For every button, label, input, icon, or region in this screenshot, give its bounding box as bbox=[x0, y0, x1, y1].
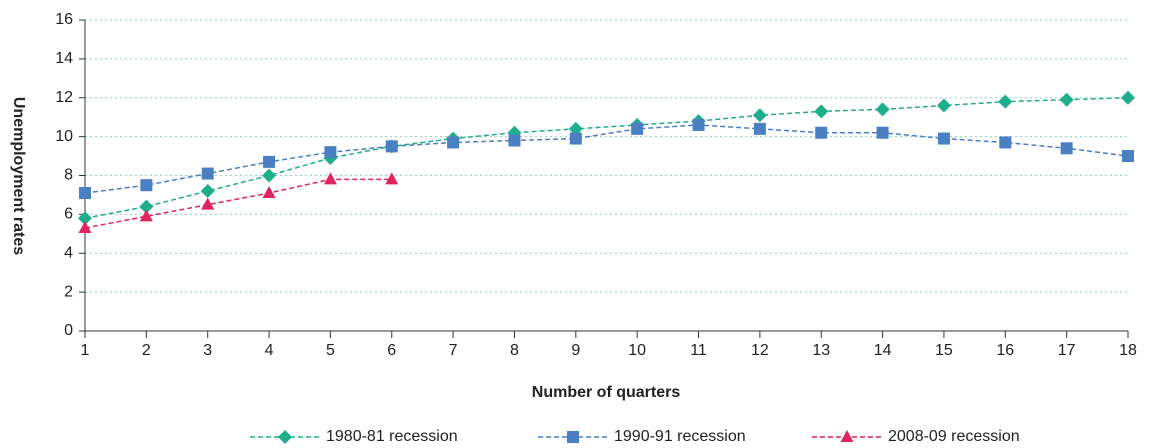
marker bbox=[814, 104, 829, 119]
x-tick-label: 6 bbox=[387, 342, 396, 359]
marker bbox=[78, 211, 92, 226]
x-tick-label: 4 bbox=[265, 342, 274, 359]
marker bbox=[936, 98, 951, 113]
marker bbox=[508, 134, 521, 147]
marker bbox=[447, 136, 460, 149]
y-tick-label: 10 bbox=[55, 128, 73, 145]
marker bbox=[569, 132, 582, 145]
marker bbox=[692, 118, 705, 131]
marker bbox=[1121, 90, 1135, 105]
legend-marker bbox=[567, 431, 579, 443]
y-tick-label: 2 bbox=[64, 283, 73, 300]
legend-label: 1980-81 recession bbox=[326, 428, 458, 445]
marker bbox=[324, 146, 337, 159]
marker bbox=[815, 126, 828, 139]
x-tick-label: 15 bbox=[935, 342, 953, 359]
y-tick-label: 0 bbox=[64, 322, 73, 339]
marker bbox=[752, 108, 767, 123]
marker bbox=[139, 209, 153, 222]
x-tick-label: 17 bbox=[1058, 342, 1076, 359]
marker bbox=[999, 136, 1012, 149]
marker bbox=[79, 186, 91, 199]
y-tick-label: 8 bbox=[64, 167, 73, 184]
x-tick-label: 2 bbox=[142, 342, 151, 359]
marker bbox=[568, 121, 583, 136]
marker bbox=[262, 168, 277, 183]
marker bbox=[937, 132, 950, 145]
marker bbox=[201, 167, 214, 180]
x-tick-label: 10 bbox=[628, 342, 646, 359]
marker bbox=[385, 172, 399, 185]
y-tick-label: 6 bbox=[64, 206, 73, 223]
marker bbox=[78, 220, 92, 233]
marker bbox=[323, 172, 337, 185]
marker bbox=[385, 140, 398, 153]
legend-marker bbox=[840, 430, 854, 442]
legend-label: 2008-09 recession bbox=[888, 428, 1020, 445]
x-tick-label: 18 bbox=[1119, 342, 1137, 359]
x-tick-label: 5 bbox=[326, 342, 335, 359]
series-line bbox=[84, 178, 392, 229]
x-tick-label: 16 bbox=[996, 342, 1014, 359]
marker bbox=[1122, 150, 1134, 163]
x-tick-label: 13 bbox=[812, 342, 830, 359]
legend-marker bbox=[278, 430, 292, 444]
marker bbox=[262, 185, 276, 198]
series-line bbox=[84, 97, 1129, 219]
marker bbox=[201, 197, 215, 210]
x-tick-label: 14 bbox=[874, 342, 892, 359]
x-axis-title: Number of quarters bbox=[532, 384, 681, 401]
y-tick-label: 16 bbox=[55, 11, 73, 28]
x-tick-label: 7 bbox=[449, 342, 458, 359]
marker bbox=[875, 102, 890, 117]
marker bbox=[753, 122, 766, 135]
x-tick-label: 12 bbox=[751, 342, 769, 359]
x-tick-label: 11 bbox=[690, 342, 707, 359]
legend-label: 1990-91 recession bbox=[614, 428, 746, 445]
x-tick-label: 1 bbox=[81, 342, 90, 359]
marker bbox=[200, 184, 215, 199]
y-tick-label: 14 bbox=[55, 50, 73, 67]
y-tick-label: 4 bbox=[64, 244, 73, 261]
y-axis-title: Unemployment rates bbox=[10, 97, 27, 255]
x-tick-label: 3 bbox=[203, 342, 212, 359]
x-tick-label: 9 bbox=[571, 342, 580, 359]
marker bbox=[1060, 142, 1073, 155]
marker bbox=[263, 155, 276, 168]
marker bbox=[140, 179, 153, 192]
marker bbox=[631, 122, 644, 135]
marker bbox=[1059, 92, 1074, 107]
x-tick-label: 8 bbox=[510, 342, 519, 359]
marker bbox=[876, 126, 889, 139]
series-line bbox=[84, 124, 1129, 194]
marker bbox=[139, 199, 154, 214]
marker bbox=[998, 94, 1013, 109]
y-tick-label: 12 bbox=[55, 89, 73, 106]
